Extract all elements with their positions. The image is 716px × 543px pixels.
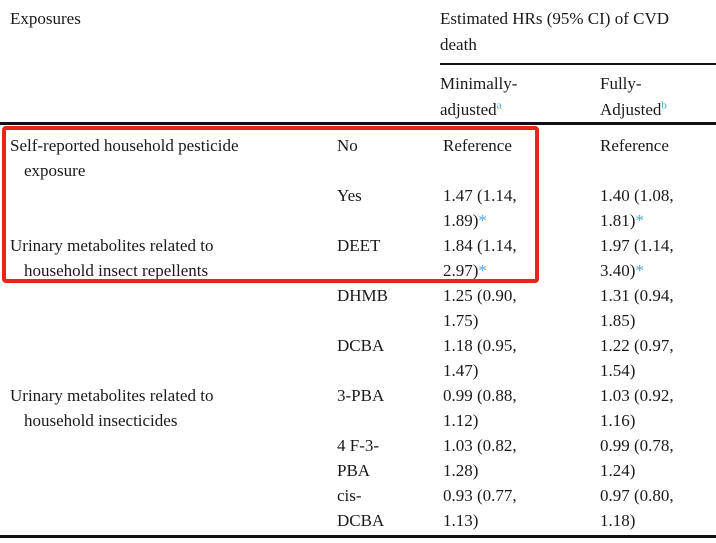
- exposure-cell: Urinary metabolites related to household…: [10, 386, 214, 430]
- sub-exposure-cell: No: [337, 136, 358, 155]
- sub-exposure-cell: Yes: [337, 186, 362, 205]
- table-header: Exposures Estimated HRs (95% CI) of CVD …: [0, 0, 716, 122]
- sub-exposure-cell: cis- DCBA: [337, 486, 385, 530]
- fully-adjusted-cell: 1.97 (1.14, 3.40)*: [600, 236, 674, 280]
- sub-exposure-cell: DCBA: [337, 336, 385, 355]
- column-header-hr-group: Estimated HRs (95% CI) of CVD death: [440, 9, 670, 54]
- header-divider-rule: [440, 63, 716, 65]
- sub-exposure-cell: DEET: [337, 236, 381, 255]
- significance-asterisk: *: [635, 211, 644, 230]
- column-header-minimally-adjusted: Minimally- adjusteda: [440, 74, 518, 119]
- sub-exposure-cell: 4 F-3- PBA: [337, 436, 380, 480]
- footnote-marker-b: b: [661, 99, 667, 112]
- minimally-adjusted-cell: 1.47 (1.14, 1.89)*: [443, 186, 517, 230]
- significance-asterisk: *: [478, 211, 487, 230]
- table-row: 4 F-3- PBA 1.03 (0.82, 1.28) 0.99 (0.78,…: [10, 433, 716, 483]
- table-row: Yes 1.47 (1.14, 1.89)* 1.40 (1.08, 1.81)…: [10, 183, 716, 233]
- sub-exposure-cell: DHMB: [337, 286, 389, 305]
- minimally-adjusted-cell: Reference: [443, 136, 512, 155]
- minimally-adjusted-cell: 0.93 (0.77, 1.13): [443, 486, 517, 530]
- footnote-marker-a: a: [496, 99, 502, 112]
- minimally-adjusted-cell: 1.18 (0.95, 1.47): [443, 336, 517, 380]
- fully-adjusted-cell: 1.40 (1.08, 1.81)*: [600, 186, 674, 230]
- minimally-adjusted-cell: 1.84 (1.14, 2.97)*: [443, 236, 517, 280]
- minimally-adjusted-cell: 0.99 (0.88, 1.12): [443, 386, 517, 430]
- significance-asterisk: *: [635, 261, 644, 280]
- minimally-adjusted-cell: 1.03 (0.82, 1.28): [443, 436, 517, 480]
- top-rule: [0, 122, 716, 125]
- minimally-adjusted-cell: 1.25 (0.90, 1.75): [443, 286, 517, 330]
- column-header-exposures: Exposures: [10, 9, 81, 28]
- fully-adjusted-cell: Reference: [600, 136, 669, 155]
- table-body: Self-reported household pesticide exposu…: [0, 125, 716, 533]
- fully-adjusted-cell: 1.22 (0.97, 1.54): [600, 336, 674, 380]
- table-row: Urinary metabolites related to household…: [10, 383, 716, 433]
- fully-adjusted-cell: 1.31 (0.94, 1.85): [600, 286, 674, 330]
- exposure-cell: Urinary metabolites related to household…: [10, 236, 214, 280]
- hr-header-block: Estimated HRs (95% CI) of CVD death Mini…: [440, 6, 716, 123]
- table-row: Urinary metabolites related to household…: [10, 233, 716, 283]
- table-row: DHMB 1.25 (0.90, 1.75) 1.31 (0.94, 1.85): [10, 283, 716, 333]
- table-row: DCBA 1.18 (0.95, 1.47) 1.22 (0.97, 1.54): [10, 333, 716, 383]
- exposure-cell: Self-reported household pesticide exposu…: [10, 136, 239, 180]
- fully-adjusted-cell: 0.97 (0.80, 1.18): [600, 486, 674, 530]
- fully-adjusted-cell: 0.99 (0.78, 1.24): [600, 436, 674, 480]
- table-row: cis- DCBA 0.93 (0.77, 1.13) 0.97 (0.80, …: [10, 483, 716, 533]
- table-row: Self-reported household pesticide exposu…: [10, 133, 716, 183]
- sub-headers: Minimally- adjusteda Fully- Adjustedb: [440, 71, 716, 123]
- fully-adjusted-cell: 1.03 (0.92, 1.16): [600, 386, 674, 430]
- sub-exposure-cell: 3-PBA: [337, 386, 385, 405]
- bottom-rule: [0, 535, 716, 538]
- column-header-fully-adjusted: Fully- Adjustedb: [600, 74, 667, 119]
- significance-asterisk: *: [478, 261, 487, 280]
